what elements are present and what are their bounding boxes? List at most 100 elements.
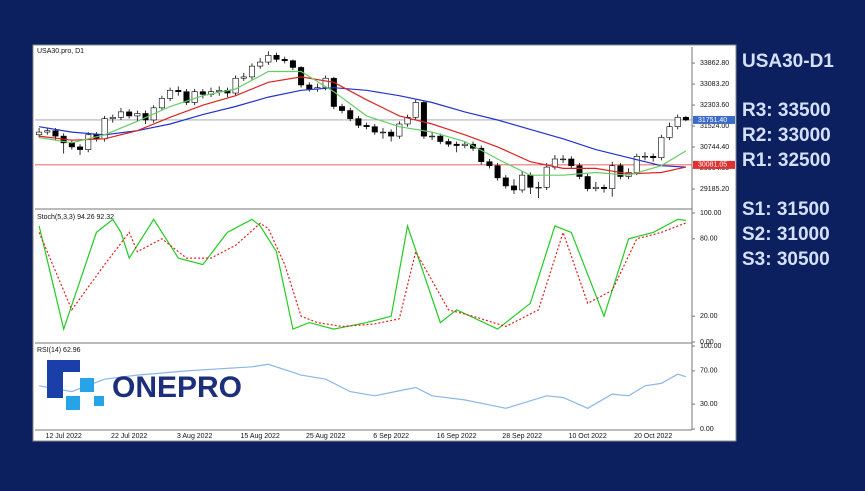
x-tick-label: 3 Aug 2022 [177,433,213,440]
y-tick-label: 29185.20 [700,186,729,193]
logo-shape [66,396,80,410]
candle-body [363,125,370,127]
x-tick-label: 22 Jul 2022 [111,433,147,440]
price-label: 31751.40 [698,117,727,124]
candle-body [437,135,444,142]
candle-body [519,174,526,191]
candle-body [650,156,657,158]
candle-body [609,165,616,189]
candle-body [429,135,436,138]
y-tick-label: 33083.20 [700,81,729,88]
indicator-line [38,218,686,332]
pivot-level: R2: 33000 [742,125,831,146]
y-tick-label: 0.00 [700,426,714,433]
candle-body [420,102,427,137]
candle-body [158,98,165,109]
x-tick-label: 12 Jul 2022 [46,433,82,440]
candle-body [109,116,116,119]
candle-body [396,123,403,137]
y-tick-label: 33862.80 [700,60,729,67]
candle-body [183,91,190,103]
candle-body [486,161,493,167]
plot-layer: USA30.pro, D1 33862.80 33083.20 32303.60 315… [35,48,735,440]
candle-body [666,126,673,138]
candle-body [199,91,206,95]
x-tick-label: 10 Oct 2022 [569,433,607,440]
candle-body [601,186,608,189]
candle-body [134,113,141,117]
pivot-level: R3: 33500 [742,100,831,121]
candle-body [306,84,313,90]
candle-body [248,65,255,78]
candle-body [576,165,583,177]
logo-shape [94,396,104,406]
y-tick-label: 32303.60 [700,102,729,109]
y-tick-label: 100.00 [700,343,722,350]
candle-body [77,146,84,150]
candle-body [273,55,280,60]
candle-body [52,130,59,137]
candle-body [68,142,75,148]
candle-body [461,143,468,146]
candle-body [36,131,43,136]
candle-body [568,158,575,167]
panel-title: RSI(14) 62.96 [37,347,81,354]
candle-body [257,61,264,67]
candle-body [298,67,305,86]
y-tick-label: 30744.40 [700,144,729,151]
candle-body [44,130,51,133]
candle-body [510,185,517,191]
logo-shape [80,378,94,392]
candle-body [281,59,288,62]
logo: ONEPRO [47,360,242,410]
candle-body [412,102,419,118]
price-label: 30081.05 [698,162,727,169]
candle-body [658,137,665,158]
candle-body [265,55,272,63]
pivot-level: S2: 31000 [742,224,830,245]
candle-body [453,143,460,146]
logo-shape [47,360,63,398]
candle-body [641,156,648,158]
candle-body [379,131,386,134]
candle-body [494,165,501,179]
candle-body [543,166,550,188]
candle-body [584,176,591,189]
indicator-line [39,76,687,175]
pivot-level: R1: 32500 [742,150,831,171]
x-tick-label: 6 Sep 2022 [373,433,409,440]
candle-body [117,111,124,118]
x-tick-label: 15 Aug 2022 [240,433,279,440]
indicator-line [39,70,687,176]
y-tick-label: 100.00 [700,210,722,217]
y-tick-label: 0.00 [700,339,714,346]
candle-body [388,131,395,137]
candle-body [478,147,485,162]
x-tick-label: 25 Aug 2022 [306,433,345,440]
x-tick-label: 28 Sep 2022 [502,433,542,440]
sidebar-title: USA30-D1 [742,51,834,72]
candle-body [445,141,452,145]
candle-body [175,90,182,92]
candle-body [355,118,362,126]
candle-body [339,106,346,111]
candle-body [502,177,509,187]
candle-body [371,126,378,133]
candle-body [535,186,542,189]
candle-body [289,60,296,68]
indicator-line [38,363,687,409]
panel-title: USA30.pro, D1 [37,48,84,55]
candle-body [232,77,239,94]
candle-body [85,134,92,150]
y-tick-label: 80.00 [700,236,718,243]
candle-body [191,91,198,103]
candle-body [240,76,247,79]
price-label-box [693,115,735,124]
pivot-level: S3: 30500 [742,249,830,270]
candle-body [592,186,599,189]
candle-body [347,110,354,119]
y-tick-label: 20.00 [700,313,718,320]
x-tick-label: 16 Sep 2022 [437,433,477,440]
candle-body [126,111,133,117]
